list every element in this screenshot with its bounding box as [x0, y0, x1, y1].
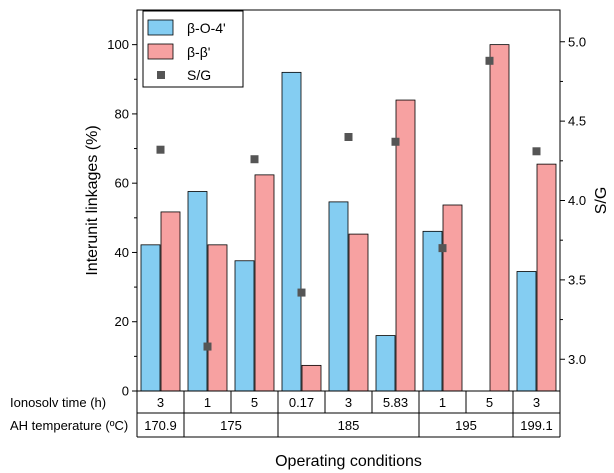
right-tick-label: 3.0	[568, 352, 586, 367]
y2-axis-title: S/G	[593, 187, 610, 215]
table-cell: 0.17	[289, 395, 314, 410]
condition-table: Ionosolv time (h) AH temperature (ºC) 3 1 5 0…	[10, 391, 561, 438]
table-cell: 1	[439, 395, 446, 410]
right-tick-label: 5.0	[568, 34, 586, 49]
bar-beta-o-4	[140, 244, 161, 392]
legend: β-O-4' β-β' S/G	[142, 10, 244, 88]
point-s-g	[344, 133, 353, 141]
point-s-g	[203, 342, 212, 351]
table-row-label: Ionosolv time (h)	[10, 395, 106, 410]
left-tick-label: 80	[115, 106, 129, 121]
y-axis-title: Interunit linkages (%)	[84, 125, 101, 275]
bar-beta-beta	[254, 174, 275, 392]
legend-swatch	[147, 19, 174, 36]
right-tick-label: 4.5	[568, 114, 586, 129]
legend-label: S/G	[187, 67, 211, 83]
bars-layer	[140, 44, 557, 392]
bar-beta-beta	[442, 204, 463, 392]
bar-beta-beta	[348, 233, 369, 392]
bar-beta-o-4	[328, 201, 349, 392]
point-s-g	[297, 288, 306, 297]
bar-beta-o-4	[281, 71, 302, 392]
right-tick-label: 4.0	[568, 193, 586, 208]
table-cell: 175	[220, 418, 242, 433]
point-s-g	[391, 137, 400, 146]
bar-beta-o-4	[516, 271, 537, 392]
table-cell: 170.9	[144, 418, 177, 433]
left-tick-label: 20	[115, 314, 129, 329]
bar-beta-o-4	[187, 191, 208, 392]
table-cell: 3	[533, 395, 540, 410]
left-tick-label: 60	[115, 176, 129, 191]
bar-beta-beta	[489, 44, 510, 392]
bar-beta-beta	[301, 364, 322, 392]
bar-beta-beta	[207, 244, 228, 392]
bar-beta-o-4	[422, 230, 443, 392]
axes-layer: 0 20 40 60 80 100 3.0 3.5 4.0 4.5 5.0	[107, 9, 586, 399]
bar-beta-beta	[160, 211, 181, 392]
legend-label: β-β'	[187, 44, 210, 60]
left-tick-label: 0	[122, 384, 129, 399]
table-cell: 1	[204, 395, 211, 410]
point-s-g	[532, 147, 541, 156]
point-s-g	[485, 56, 494, 65]
axis-titles: Interunit linkages (%) S/G Operating condi…	[84, 125, 610, 470]
left-tick-label: 100	[107, 37, 129, 52]
x-axis-title: Operating conditions	[275, 453, 422, 470]
bar-beta-o-4	[375, 335, 396, 392]
point-s-g	[250, 155, 259, 164]
table-cell: 195	[455, 418, 477, 433]
legend-label: β-O-4'	[187, 20, 226, 36]
left-tick-label: 40	[115, 245, 129, 260]
table-cell: 199.1	[520, 418, 553, 433]
bar-beta-o-4	[234, 260, 255, 392]
table-cell: 3	[157, 395, 164, 410]
bar-beta-beta	[536, 163, 557, 392]
table-cell: 185	[338, 418, 360, 433]
point-s-g	[156, 145, 165, 154]
table-row-label: AH temperature (ºC)	[10, 418, 128, 433]
point-s-g	[438, 244, 447, 253]
table-cell: 5.83	[383, 395, 408, 410]
points-layer	[156, 56, 541, 351]
table-cell: 5	[251, 395, 258, 410]
right-tick-label: 3.5	[568, 272, 586, 287]
legend-swatch	[147, 43, 174, 60]
table-cell: 5	[486, 395, 493, 410]
table-cell: 3	[345, 395, 352, 410]
legend-marker	[157, 71, 165, 79]
